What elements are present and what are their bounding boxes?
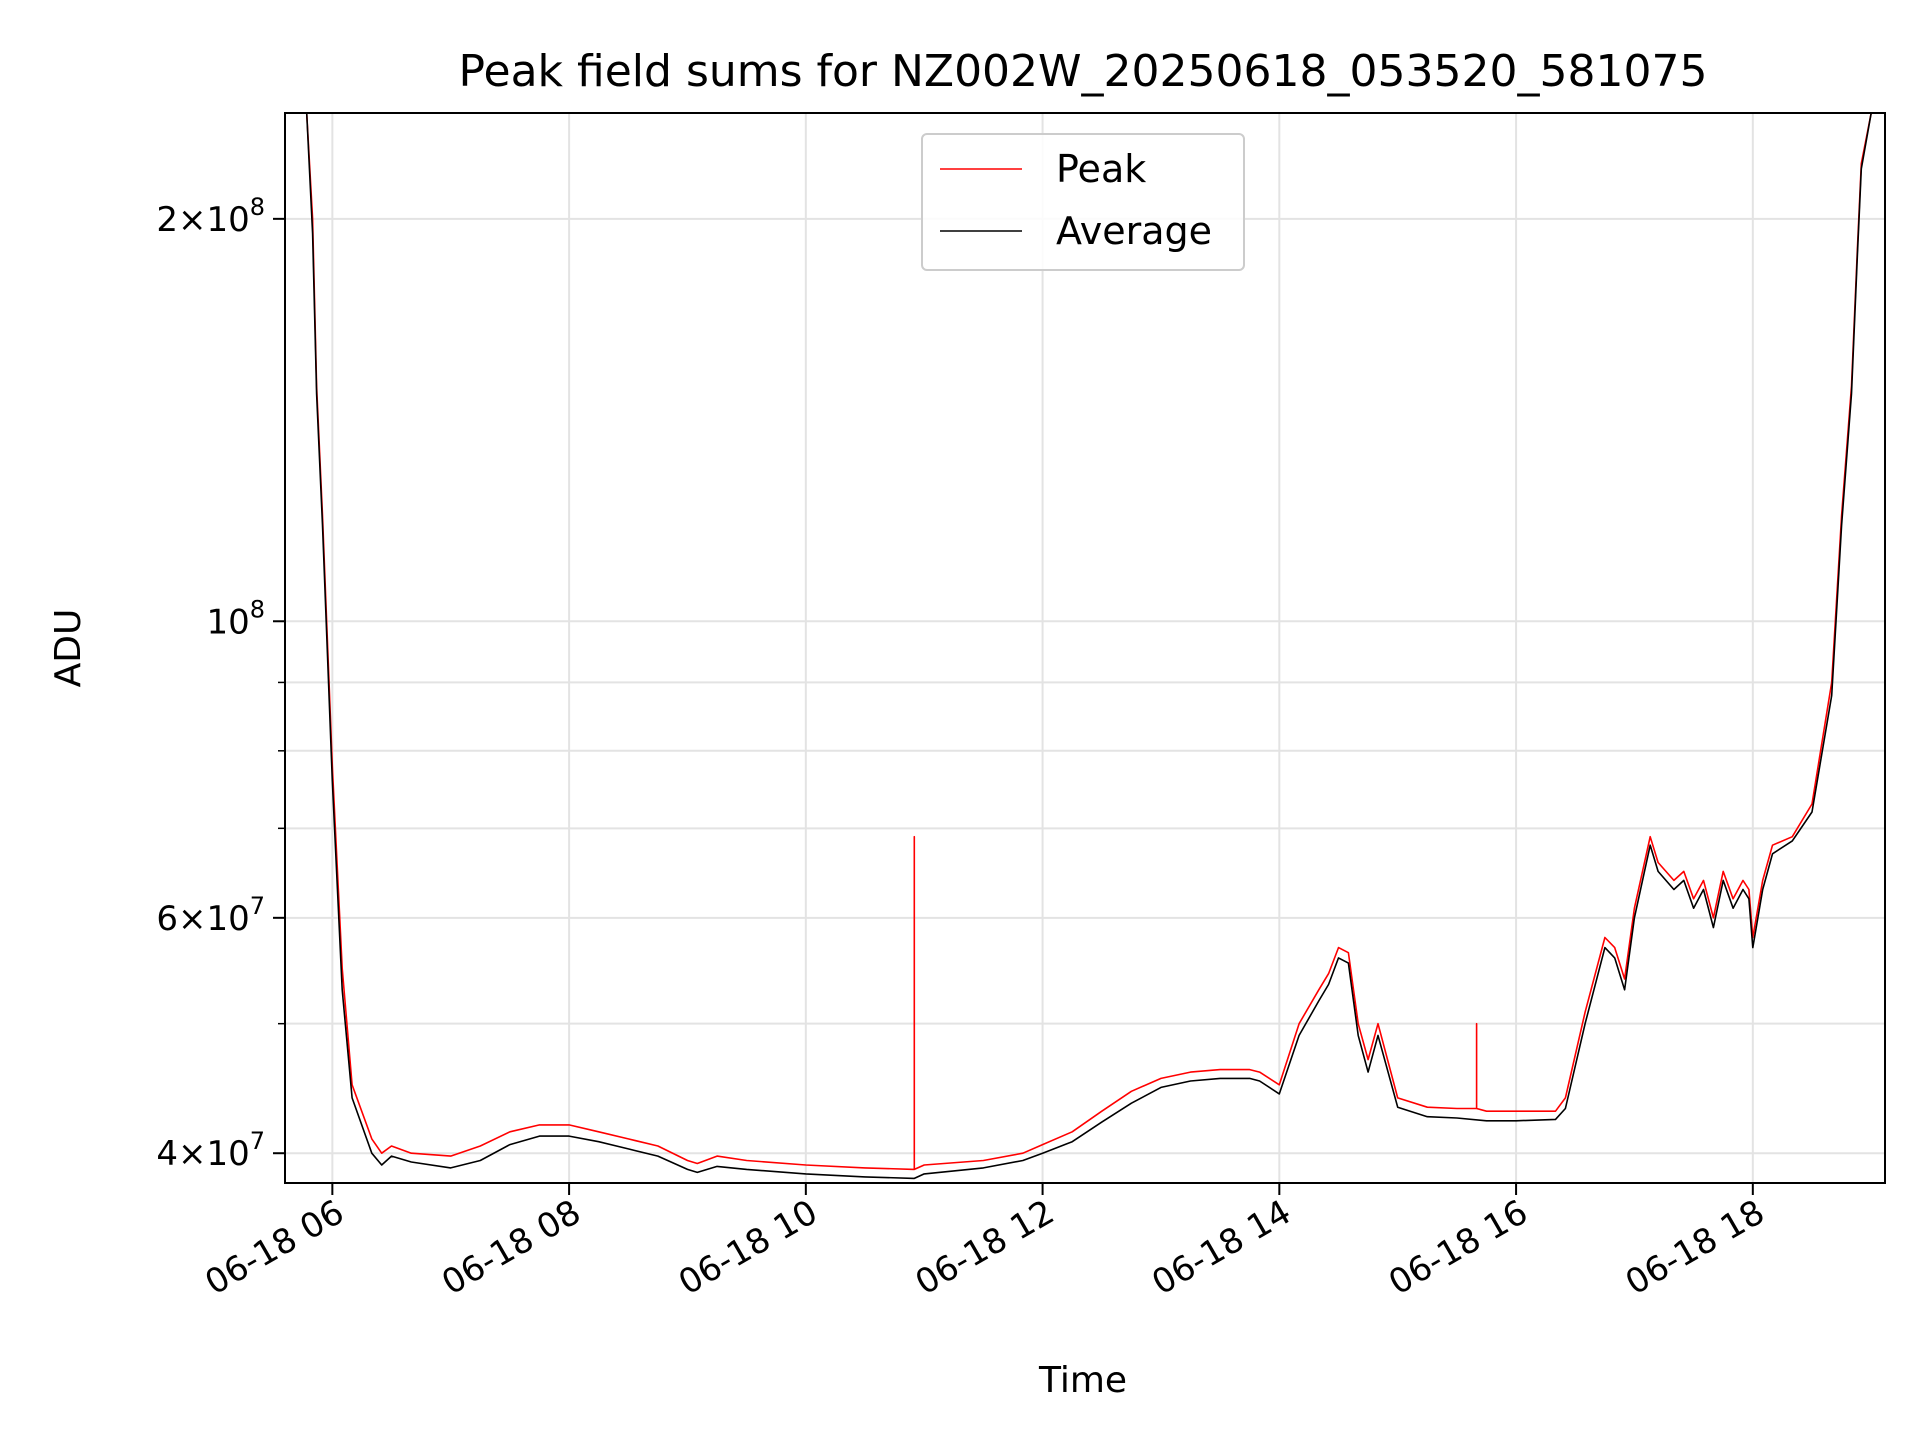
legend: Peak Average: [921, 133, 1245, 271]
legend-box: [921, 133, 1245, 271]
series-layer: [305, 113, 1873, 1180]
chart-title: Peak field sums for NZ002W_20250618_0535…: [459, 46, 1708, 97]
plot-area: [305, 113, 1873, 1180]
series-line-average: [305, 113, 1873, 1180]
plot-frame: [284, 112, 1886, 1184]
series-line-peak: [305, 113, 1873, 1171]
legend-label-peak: Peak: [1056, 147, 1146, 191]
y-axis-label: ADU: [48, 609, 89, 688]
y-tick-label: 4×107: [156, 1127, 265, 1174]
x-axis-label: Time: [1038, 1360, 1127, 1401]
y-tick-label: 6×107: [156, 892, 265, 939]
legend-label-average: Average: [1056, 209, 1212, 253]
y-tick-label: 2×108: [156, 193, 265, 240]
